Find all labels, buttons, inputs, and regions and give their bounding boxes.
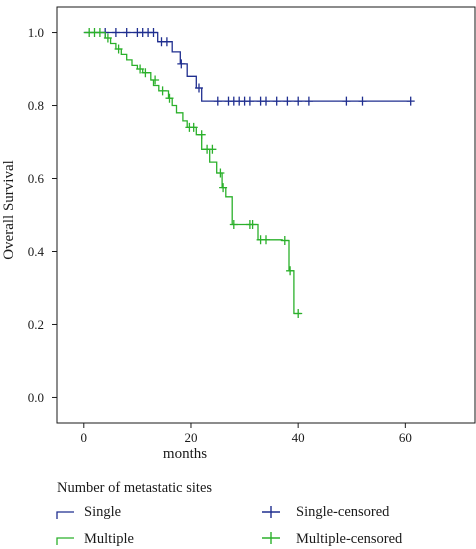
legend-swatch-single-censored [262, 506, 280, 518]
censor-mark-multiple [103, 33, 112, 43]
censor-mark-multiple [219, 183, 228, 193]
x-axis-label: months [163, 446, 207, 462]
legend-item-multiple: Multiple [56, 531, 134, 547]
y-axis: 0.0 0.2 0.4 0.6 0.8 1.0 [28, 25, 57, 405]
y-tick-label: 0.0 [28, 390, 44, 405]
censor-mark-multiple [158, 86, 167, 96]
censor-mark-single [283, 96, 292, 106]
censor-mark-multiple [95, 28, 104, 37]
censor-mark-single [245, 96, 254, 106]
censor-mark-single [111, 28, 120, 37]
legend-swatch-multiple [56, 537, 74, 545]
legend-item-single-censored: Single-censored [262, 504, 390, 520]
legend-label-multiple: Multiple [84, 531, 134, 547]
censor-mark-single [272, 96, 281, 106]
x-tick-label: 20 [184, 430, 197, 445]
censor-mark-single [304, 96, 313, 106]
legend-label-single: Single [84, 504, 121, 520]
censor-mark-single [122, 28, 131, 37]
censor-mark-single [195, 83, 203, 93]
y-tick-label: 0.2 [28, 317, 44, 332]
censor-mark-single [213, 96, 222, 106]
censor-mark-multiple [189, 122, 198, 132]
y-tick-label: 1.0 [28, 25, 44, 40]
y-axis-label: Overall Survival [1, 160, 17, 260]
legend-swatch-single [56, 511, 74, 519]
censor-mark-single [406, 96, 415, 106]
censor-mark-multiple [248, 220, 257, 229]
legend-item-multiple-censored: Multiple-censored [262, 531, 403, 547]
censor-mark-single [162, 37, 171, 47]
x-tick-label: 60 [399, 430, 412, 445]
censor-mark-multiple [262, 235, 270, 245]
legend-label-single-censored: Single-censored [296, 504, 390, 520]
censor-mark-single [342, 96, 351, 106]
x-axis: 0 20 40 60 [81, 423, 412, 445]
y-tick-label: 0.8 [28, 98, 44, 113]
censor-mark-multiple [216, 168, 225, 178]
y-tick-label: 0.4 [28, 244, 45, 259]
censor-mark-single [294, 96, 303, 106]
censor-mark-single [358, 96, 367, 106]
series-layer [83, 28, 415, 318]
censor-mark-single [149, 28, 158, 37]
x-tick-label: 0 [81, 430, 88, 445]
censor-mark-multiple [165, 93, 174, 103]
survival-curve-multiple [83, 31, 301, 315]
censor-mark-single [262, 96, 270, 106]
censor-mark-multiple [114, 44, 123, 54]
censor-mark-multiple [136, 64, 145, 74]
legend-label-multiple-censored: Multiple-censored [296, 531, 403, 547]
censor-mark-multiple [151, 75, 160, 85]
legend-swatch-multiple-censored [262, 532, 280, 544]
x-tick-label: 40 [292, 430, 305, 445]
censor-mark-multiple [229, 220, 238, 229]
censor-mark-multiple [141, 68, 150, 78]
legend: Number of metastatic sites Single Single… [56, 480, 403, 547]
y-tick-label: 0.6 [28, 171, 45, 186]
censor-mark-multiple [280, 236, 289, 245]
legend-item-single: Single [56, 504, 121, 520]
censor-mark-multiple [286, 266, 295, 276]
legend-title: Number of metastatic sites [57, 480, 212, 496]
censor-mark-single [177, 59, 186, 69]
censor-mark-multiple [208, 144, 217, 154]
plot-frame [56, 6, 476, 424]
censor-mark-multiple [294, 309, 303, 318]
censor-mark-multiple [197, 130, 206, 140]
plot-area [56, 6, 476, 424]
